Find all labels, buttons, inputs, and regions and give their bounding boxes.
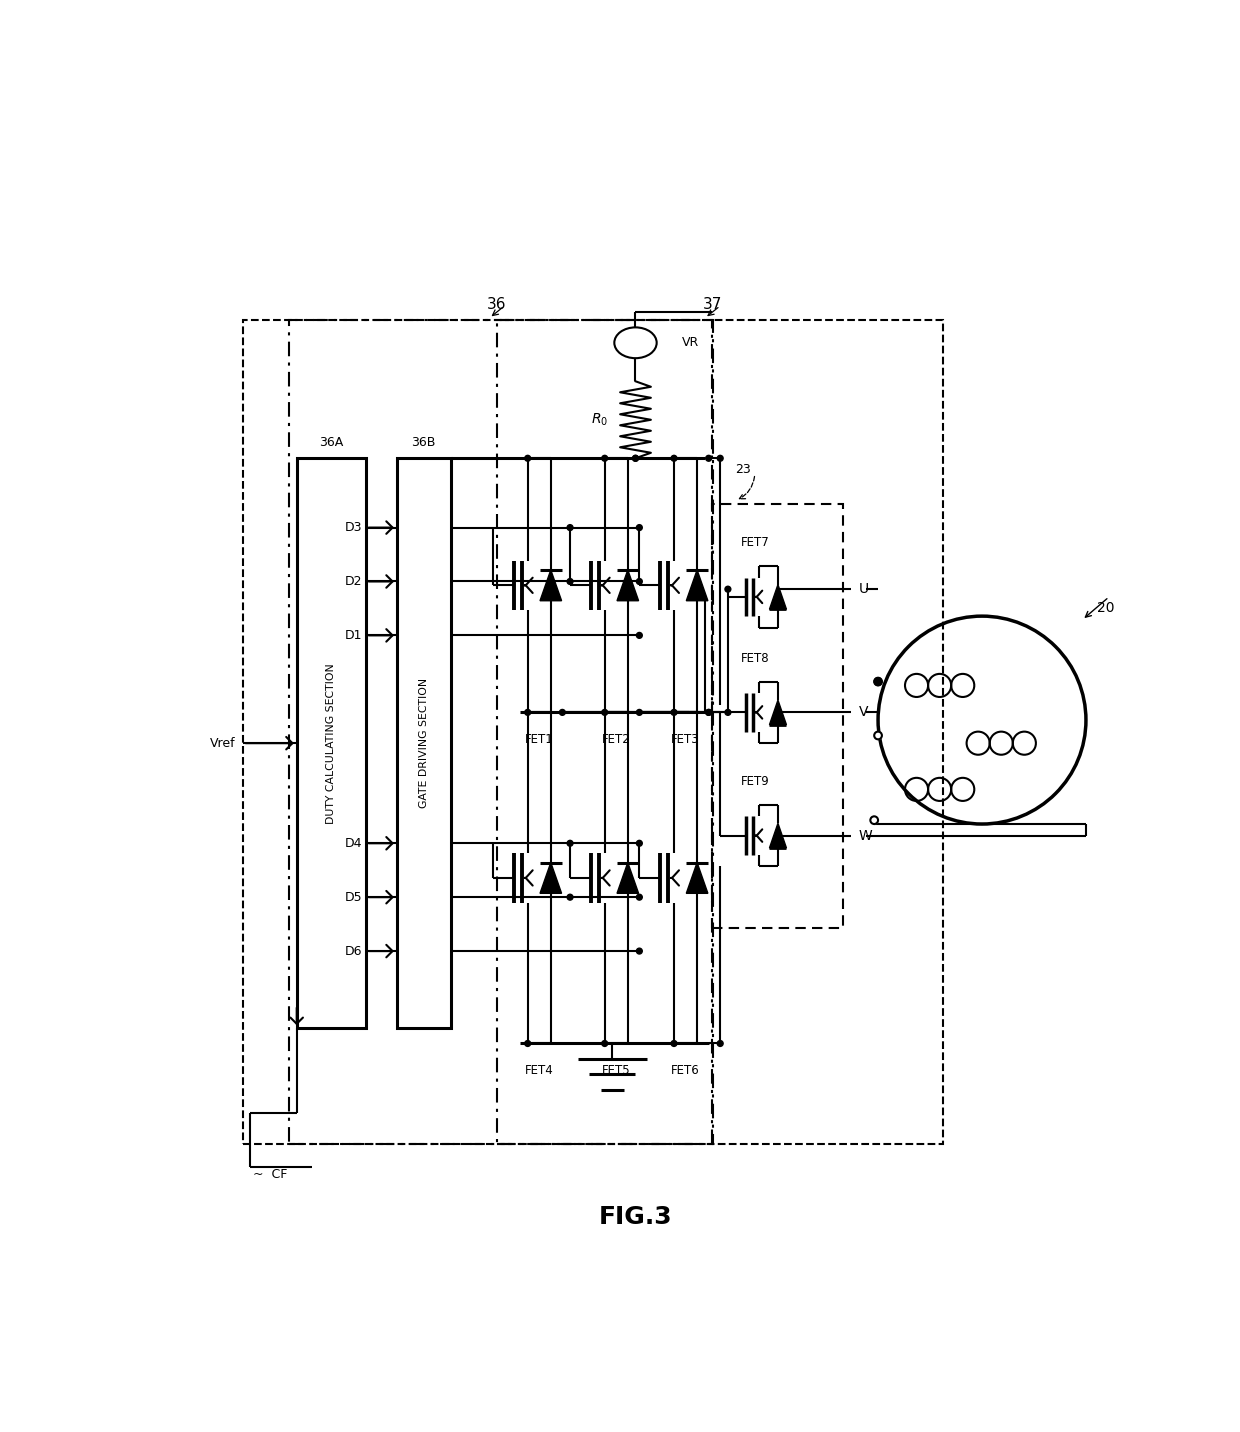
Circle shape	[874, 732, 882, 739]
Bar	[713, 504, 843, 928]
Text: FIG.3: FIG.3	[599, 1204, 672, 1229]
Text: FET9: FET9	[740, 775, 769, 788]
Text: FET6: FET6	[671, 1064, 699, 1077]
Circle shape	[717, 1041, 723, 1047]
Polygon shape	[541, 862, 562, 894]
Polygon shape	[541, 570, 562, 601]
Text: V: V	[859, 706, 868, 719]
Text: FET4: FET4	[525, 1064, 553, 1077]
Polygon shape	[770, 823, 786, 848]
Text: U: U	[859, 583, 869, 596]
Text: D4: D4	[345, 836, 362, 849]
Text: GATE DRIVING SECTION: GATE DRIVING SECTION	[419, 679, 429, 808]
Polygon shape	[686, 862, 708, 894]
Polygon shape	[618, 570, 639, 601]
Circle shape	[567, 841, 573, 846]
Text: FET8: FET8	[740, 652, 769, 664]
Circle shape	[525, 709, 531, 716]
Text: VR: VR	[682, 337, 699, 349]
Circle shape	[632, 455, 639, 461]
Circle shape	[567, 524, 573, 530]
Text: 23: 23	[735, 464, 751, 477]
Circle shape	[636, 524, 642, 530]
Circle shape	[874, 677, 882, 686]
Circle shape	[601, 1041, 608, 1047]
Text: 36A: 36A	[319, 437, 343, 450]
Text: Vref: Vref	[210, 736, 236, 750]
Text: D1: D1	[345, 629, 362, 642]
Text: W: W	[859, 829, 873, 842]
Text: 20: 20	[1097, 601, 1115, 616]
Circle shape	[525, 455, 531, 461]
Circle shape	[725, 586, 730, 591]
Circle shape	[725, 709, 730, 716]
Circle shape	[636, 894, 642, 901]
Circle shape	[870, 816, 878, 823]
Bar	[243, 319, 944, 1144]
Text: FET5: FET5	[601, 1064, 631, 1077]
Text: FET7: FET7	[740, 537, 769, 550]
Polygon shape	[686, 570, 708, 601]
Bar	[289, 319, 713, 1144]
Bar	[497, 319, 713, 1144]
Circle shape	[706, 455, 712, 461]
Text: D6: D6	[345, 945, 362, 958]
Circle shape	[559, 709, 565, 716]
Circle shape	[874, 677, 882, 686]
Circle shape	[717, 455, 723, 461]
Circle shape	[636, 948, 642, 954]
Text: FET1: FET1	[525, 733, 553, 746]
Circle shape	[636, 841, 642, 846]
Circle shape	[567, 579, 573, 584]
Polygon shape	[770, 700, 786, 725]
Circle shape	[636, 633, 642, 639]
Polygon shape	[770, 584, 786, 609]
Text: ~  CF: ~ CF	[253, 1169, 286, 1181]
Text: FET3: FET3	[671, 733, 699, 746]
Text: D2: D2	[345, 576, 362, 589]
Bar	[296, 458, 366, 1028]
Polygon shape	[618, 862, 639, 894]
Text: D3: D3	[345, 521, 362, 534]
Text: DUTY CALCULATING SECTION: DUTY CALCULATING SECTION	[326, 663, 336, 823]
Circle shape	[671, 709, 677, 716]
Circle shape	[706, 709, 712, 716]
Circle shape	[601, 455, 608, 461]
Circle shape	[601, 709, 608, 716]
Text: 36B: 36B	[412, 437, 436, 450]
Text: D5: D5	[345, 891, 362, 904]
Circle shape	[567, 894, 573, 901]
Circle shape	[671, 455, 677, 461]
Circle shape	[706, 709, 712, 716]
Circle shape	[671, 1041, 677, 1047]
Text: 37: 37	[703, 296, 722, 312]
Circle shape	[632, 455, 639, 461]
Circle shape	[525, 1041, 531, 1047]
Text: FET2: FET2	[601, 733, 631, 746]
Bar	[397, 458, 450, 1028]
Text: 36: 36	[487, 296, 507, 312]
Circle shape	[636, 709, 642, 716]
Text: $R_0$: $R_0$	[591, 411, 609, 428]
Circle shape	[636, 579, 642, 584]
